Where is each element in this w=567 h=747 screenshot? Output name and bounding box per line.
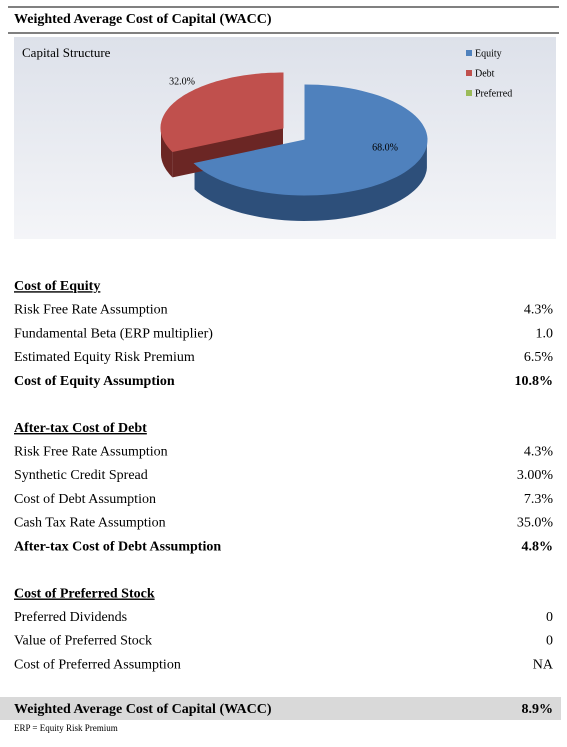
- total-label: Cost of Equity Assumption: [14, 374, 175, 389]
- row-label: Fundamental Beta (ERP multiplier): [14, 326, 213, 341]
- legend-label: Debt: [475, 68, 495, 79]
- legend-swatch: [466, 50, 472, 56]
- section-heading: Cost of Equity: [14, 279, 100, 294]
- legend-label: Equity: [475, 48, 502, 59]
- row-label: Synthetic Credit Spread: [14, 468, 148, 483]
- result-band: [0, 697, 561, 720]
- total-label: After-tax Cost of Debt Assumption: [14, 539, 221, 554]
- row-value: 4.3%: [524, 445, 554, 460]
- row-value: 7.3%: [524, 492, 554, 507]
- row-label: Risk Free Rate Assumption: [14, 445, 168, 460]
- row-label: Cost of Debt Assumption: [14, 492, 156, 507]
- total-value: 4.8%: [522, 539, 554, 554]
- row-value: 0: [546, 634, 553, 649]
- section-heading: After-tax Cost of Debt: [14, 421, 147, 436]
- section-heading: Cost of Preferred Stock: [14, 587, 155, 602]
- page-title: Weighted Average Cost of Capital (WACC): [14, 12, 272, 27]
- total-value: 10.8%: [515, 374, 554, 389]
- row-label: Risk Free Rate Assumption: [14, 303, 168, 318]
- legend-swatch: [466, 90, 472, 96]
- pie-slice: [193, 84, 428, 196]
- row-value: 35.0%: [517, 516, 554, 531]
- legend-label: Preferred: [475, 88, 512, 99]
- chart-title: Capital Structure: [22, 45, 111, 60]
- pie-side: [194, 141, 427, 221]
- row-label: Cash Tax Rate Assumption: [14, 516, 166, 531]
- data-label: 32.0%: [169, 76, 195, 87]
- row-value: 4.3%: [524, 303, 554, 318]
- row-value: 0: [546, 610, 553, 625]
- row-label: Cost of Preferred Assumption: [14, 657, 181, 672]
- legend-swatch: [466, 70, 472, 76]
- data-label: 68.0%: [372, 142, 398, 153]
- footnote: ERP = Equity Risk Premium: [14, 723, 118, 733]
- row-value: 3.00%: [517, 468, 554, 483]
- row-label: Preferred Dividends: [14, 610, 127, 625]
- row-label: Estimated Equity Risk Premium: [14, 350, 195, 365]
- result-label: Weighted Average Cost of Capital (WACC): [14, 702, 272, 717]
- row-value: 1.0: [536, 326, 554, 341]
- pie-slice: [160, 72, 284, 152]
- row-value: 6.5%: [524, 350, 554, 365]
- result-value: 8.9%: [522, 702, 554, 717]
- row-value: NA: [533, 657, 554, 672]
- row-label: Value of Preferred Stock: [14, 634, 152, 649]
